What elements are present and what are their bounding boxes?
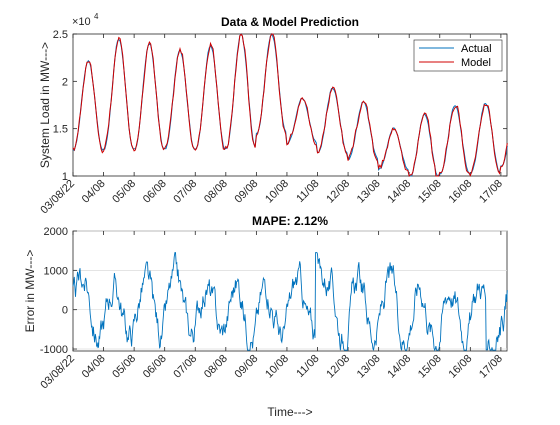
bottom-x-tick-label: 13/08 bbox=[355, 353, 383, 381]
bottom-x-tick-label: 03/08/22 bbox=[38, 353, 77, 392]
top-chart-title: Data & Model Prediction bbox=[221, 15, 359, 29]
top-x-tick-label: 04/08 bbox=[80, 178, 108, 206]
top-x-tick-label: 15/08 bbox=[416, 178, 444, 206]
bottom-x-tick-label: 07/08 bbox=[171, 353, 199, 381]
top-x-tick-label: 17/08 bbox=[477, 178, 505, 206]
bottom-x-tick-label: 09/08 bbox=[233, 353, 261, 381]
bottom-axes-box bbox=[72, 230, 508, 352]
bottom-x-tick-label: 08/08 bbox=[202, 353, 230, 381]
top-x-tick-label: 13/08 bbox=[355, 178, 383, 206]
series-line-error bbox=[72, 252, 508, 352]
top-y-tick-label: 1.5 bbox=[53, 124, 68, 136]
top-exponent-label: ×10 4 bbox=[72, 12, 99, 28]
top-x-tick-label: 07/08 bbox=[171, 178, 199, 206]
top-y-ticks: 1 1.5 2 2.5 bbox=[53, 29, 507, 183]
top-y-tick-label: 2 bbox=[62, 76, 68, 88]
bottom-y-tick-label: 2000 bbox=[44, 226, 68, 238]
exponent-base: ×10 bbox=[72, 16, 91, 28]
legend-box bbox=[413, 39, 503, 72]
bottom-x-axis-label: Time---> bbox=[267, 405, 312, 419]
bottom-x-tick-label: 17/08 bbox=[477, 353, 505, 381]
legend-label-model: Model bbox=[461, 57, 491, 69]
bottom-y-tick-label: 0 bbox=[62, 305, 68, 317]
top-x-tick-label: 09/08 bbox=[233, 178, 261, 206]
top-x-tick-label: 03/08/22 bbox=[38, 178, 77, 217]
bottom-x-tick-label: 10/08 bbox=[263, 353, 291, 381]
legend: Actual Model bbox=[413, 39, 503, 72]
bottom-y-tick-label: -1000 bbox=[40, 344, 68, 356]
top-x-tick-label: 06/08 bbox=[141, 178, 169, 206]
top-x-tick-label: 05/08 bbox=[110, 178, 138, 206]
bottom-plot-lines bbox=[72, 252, 508, 352]
top-x-tick-label: 12/08 bbox=[324, 178, 352, 206]
top-x-tick-label: 14/08 bbox=[385, 178, 413, 206]
top-y-axis-label: System Load in MW---> bbox=[38, 42, 52, 168]
bottom-x-tick-label: 15/08 bbox=[416, 353, 444, 381]
bottom-chart-title: MAPE: 2.12% bbox=[252, 214, 328, 228]
bottom-y-axis-label: Error in MW---> bbox=[23, 250, 37, 333]
bottom-y-ticks: -1000 0 1000 2000 bbox=[40, 226, 77, 356]
exponent-power: 4 bbox=[94, 12, 99, 21]
top-x-tick-label: 16/08 bbox=[446, 178, 474, 206]
bottom-x-tick-label: 05/08 bbox=[110, 353, 138, 381]
bottom-x-tick-label: 14/08 bbox=[385, 353, 413, 381]
bottom-x-tick-label: 11/08 bbox=[294, 353, 321, 380]
bottom-y-tick-label: 1000 bbox=[44, 265, 68, 277]
legend-label-actual: Actual bbox=[461, 43, 492, 55]
top-plot-lines bbox=[72, 32, 508, 177]
top-x-tick-label: 10/08 bbox=[263, 178, 291, 206]
top-y-tick-label: 2.5 bbox=[53, 29, 68, 41]
top-subplot: Data & Model Prediction ×10 4 System Loa… bbox=[38, 12, 508, 217]
bottom-x-tick-label: 16/08 bbox=[446, 353, 474, 381]
bottom-x-tick-label: 04/08 bbox=[80, 353, 108, 381]
top-x-tick-label: 08/08 bbox=[202, 178, 230, 206]
top-y-tick-label: 1 bbox=[62, 171, 68, 183]
bottom-x-tick-label: 12/08 bbox=[324, 353, 352, 381]
bottom-x-tick-label: 06/08 bbox=[141, 353, 169, 381]
series-line-model bbox=[72, 33, 508, 177]
bottom-subplot: MAPE: 2.12% Error in MW---> Time---> -10… bbox=[23, 214, 508, 419]
top-x-tick-label: 11/08 bbox=[294, 178, 321, 205]
